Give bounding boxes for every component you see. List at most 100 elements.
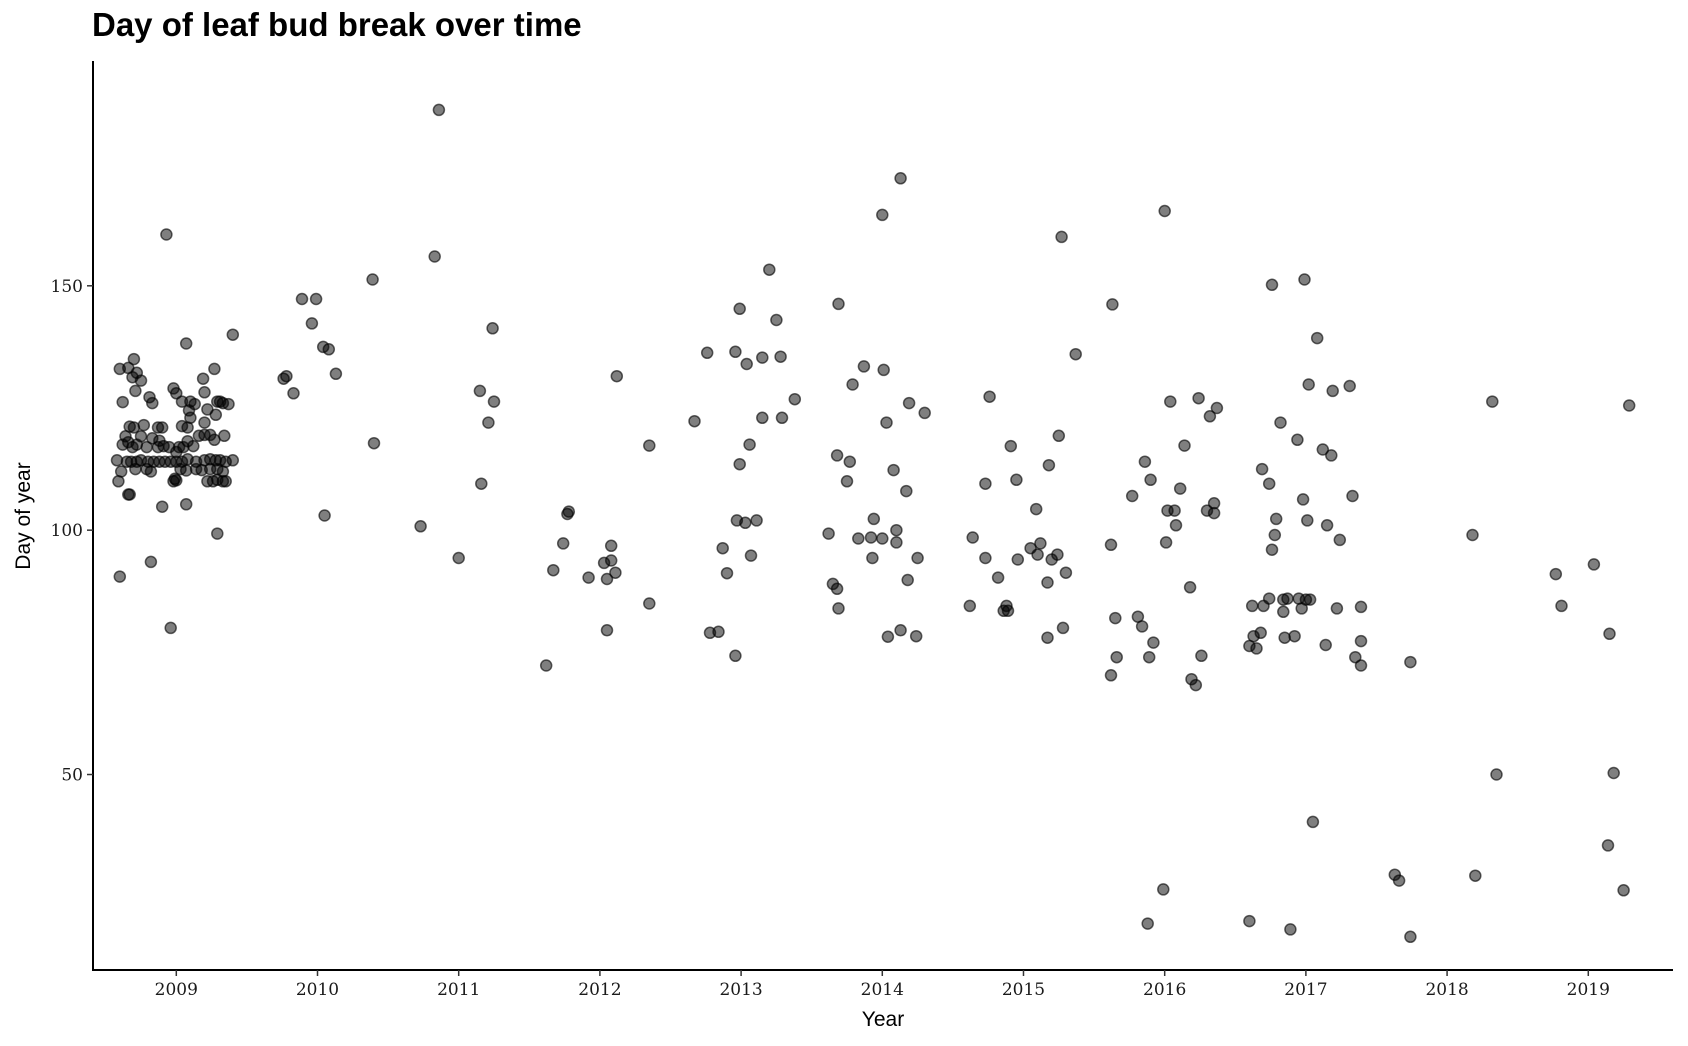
data-point — [473, 384, 487, 398]
data-point — [1104, 538, 1118, 552]
data-point — [208, 362, 221, 376]
data-point — [902, 396, 916, 410]
data-point — [600, 572, 614, 586]
data-point — [866, 551, 879, 565]
data-point — [1158, 204, 1171, 218]
data-point — [1319, 638, 1332, 652]
data-point — [1169, 519, 1183, 532]
data-point — [1601, 839, 1615, 852]
data-point — [1041, 631, 1054, 644]
data-point — [720, 566, 734, 580]
x-tick-label: 2019 — [1567, 980, 1610, 1000]
data-point — [1268, 528, 1282, 542]
data-point — [979, 551, 992, 565]
x-axis-title: Year — [862, 1008, 904, 1031]
data-point — [226, 328, 240, 341]
data-point — [716, 541, 729, 555]
data-point — [1404, 655, 1417, 669]
data-point — [277, 372, 290, 385]
data-point — [729, 345, 742, 359]
data-point — [1207, 506, 1221, 520]
data-point — [129, 384, 142, 398]
data-point — [1106, 298, 1119, 311]
data-point — [1011, 553, 1025, 566]
data-point — [788, 392, 802, 406]
data-point — [750, 514, 763, 527]
data-point — [774, 350, 787, 363]
data-point — [1147, 636, 1160, 649]
data-point — [170, 387, 183, 400]
data-point — [1157, 883, 1170, 896]
data-point — [1138, 455, 1152, 468]
data-point — [1555, 599, 1568, 613]
data-point — [887, 463, 900, 477]
data-point — [1320, 519, 1334, 532]
data-point — [452, 551, 465, 565]
data-point — [1168, 504, 1181, 517]
data-point — [1104, 669, 1118, 682]
data-point — [1195, 649, 1208, 663]
data-point — [428, 250, 441, 263]
data-point — [1004, 439, 1018, 453]
data-point — [1178, 439, 1191, 452]
data-point — [890, 523, 903, 537]
data-point — [1250, 642, 1263, 655]
data-point — [1469, 869, 1482, 882]
data-point — [744, 549, 758, 562]
data-point — [1333, 533, 1347, 547]
data-point — [688, 414, 701, 428]
data-point — [155, 421, 169, 434]
data-point — [1056, 621, 1070, 635]
data-point — [857, 360, 871, 373]
data-point — [966, 531, 979, 544]
data-point — [1255, 462, 1269, 476]
data-point — [1001, 604, 1015, 618]
data-point — [179, 498, 193, 511]
data-points — [110, 103, 1636, 944]
data-point — [775, 411, 789, 425]
data-point — [1298, 273, 1311, 286]
data-point — [901, 573, 914, 587]
data-point — [146, 396, 159, 410]
data-point — [1281, 592, 1294, 605]
data-point — [867, 512, 881, 526]
data-point — [1310, 331, 1324, 345]
data-point — [1245, 599, 1259, 613]
data-point — [196, 372, 210, 385]
data-point — [1183, 581, 1197, 594]
x-tick-label: 2017 — [1284, 980, 1327, 1000]
data-point — [1466, 528, 1479, 542]
x-tick-label: 2018 — [1425, 980, 1468, 1000]
data-point — [733, 457, 746, 471]
data-point — [1135, 620, 1149, 633]
data-point — [134, 430, 148, 443]
data-point — [1010, 473, 1023, 487]
data-point — [1203, 410, 1217, 423]
data-point — [877, 363, 890, 377]
data-point — [604, 554, 618, 567]
data-point — [305, 317, 319, 330]
data-point — [1607, 766, 1620, 780]
data-point — [475, 477, 488, 490]
x-tick-label: 2016 — [1143, 980, 1186, 1000]
data-point — [226, 454, 240, 467]
data-point — [609, 566, 622, 579]
data-point — [209, 408, 223, 422]
data-point — [1617, 884, 1630, 897]
data-point — [1265, 543, 1279, 556]
data-point — [729, 649, 742, 663]
data-point — [843, 455, 857, 468]
data-point — [740, 357, 753, 371]
data-point — [187, 439, 200, 453]
data-point — [127, 352, 141, 366]
data-point — [756, 351, 769, 364]
y-tick-label: 150 — [51, 277, 83, 297]
data-point — [556, 537, 570, 550]
y-tick-label: 100 — [51, 521, 83, 541]
data-point — [486, 322, 499, 335]
data-point — [876, 532, 889, 545]
data-point — [1034, 537, 1047, 550]
x-tick-label: 2014 — [861, 980, 904, 1000]
data-point — [1159, 536, 1173, 549]
